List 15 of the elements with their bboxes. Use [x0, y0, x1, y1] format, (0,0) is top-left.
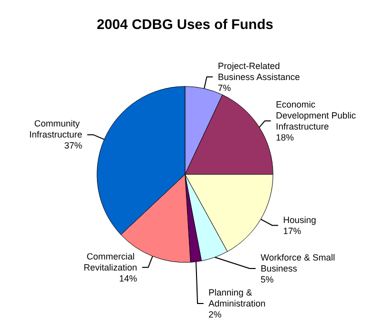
data-label: 7%	[218, 82, 231, 93]
data-label: 17%	[283, 226, 302, 236]
slice-label: Housing	[283, 214, 316, 225]
slice-label: Workforce & Small Business	[260, 252, 338, 274]
data-label: 18%	[276, 132, 294, 142]
slice-label: Community Infrastructure	[29, 118, 82, 140]
data-label: 5%	[260, 274, 274, 285]
slice-label: Commercial Revitalization	[84, 251, 138, 272]
data-label: 14%	[119, 273, 138, 284]
slice-label: Planning & Administration	[208, 288, 266, 309]
data-label: 2%	[208, 310, 222, 320]
chart-title: 2004 CDBG Uses of Funds	[96, 16, 274, 32]
slice-label: Project-Related Business Assistance	[218, 60, 300, 82]
data-label: 37%	[64, 140, 82, 151]
slice-label: Economic Development Public Infrastructure	[276, 99, 358, 132]
